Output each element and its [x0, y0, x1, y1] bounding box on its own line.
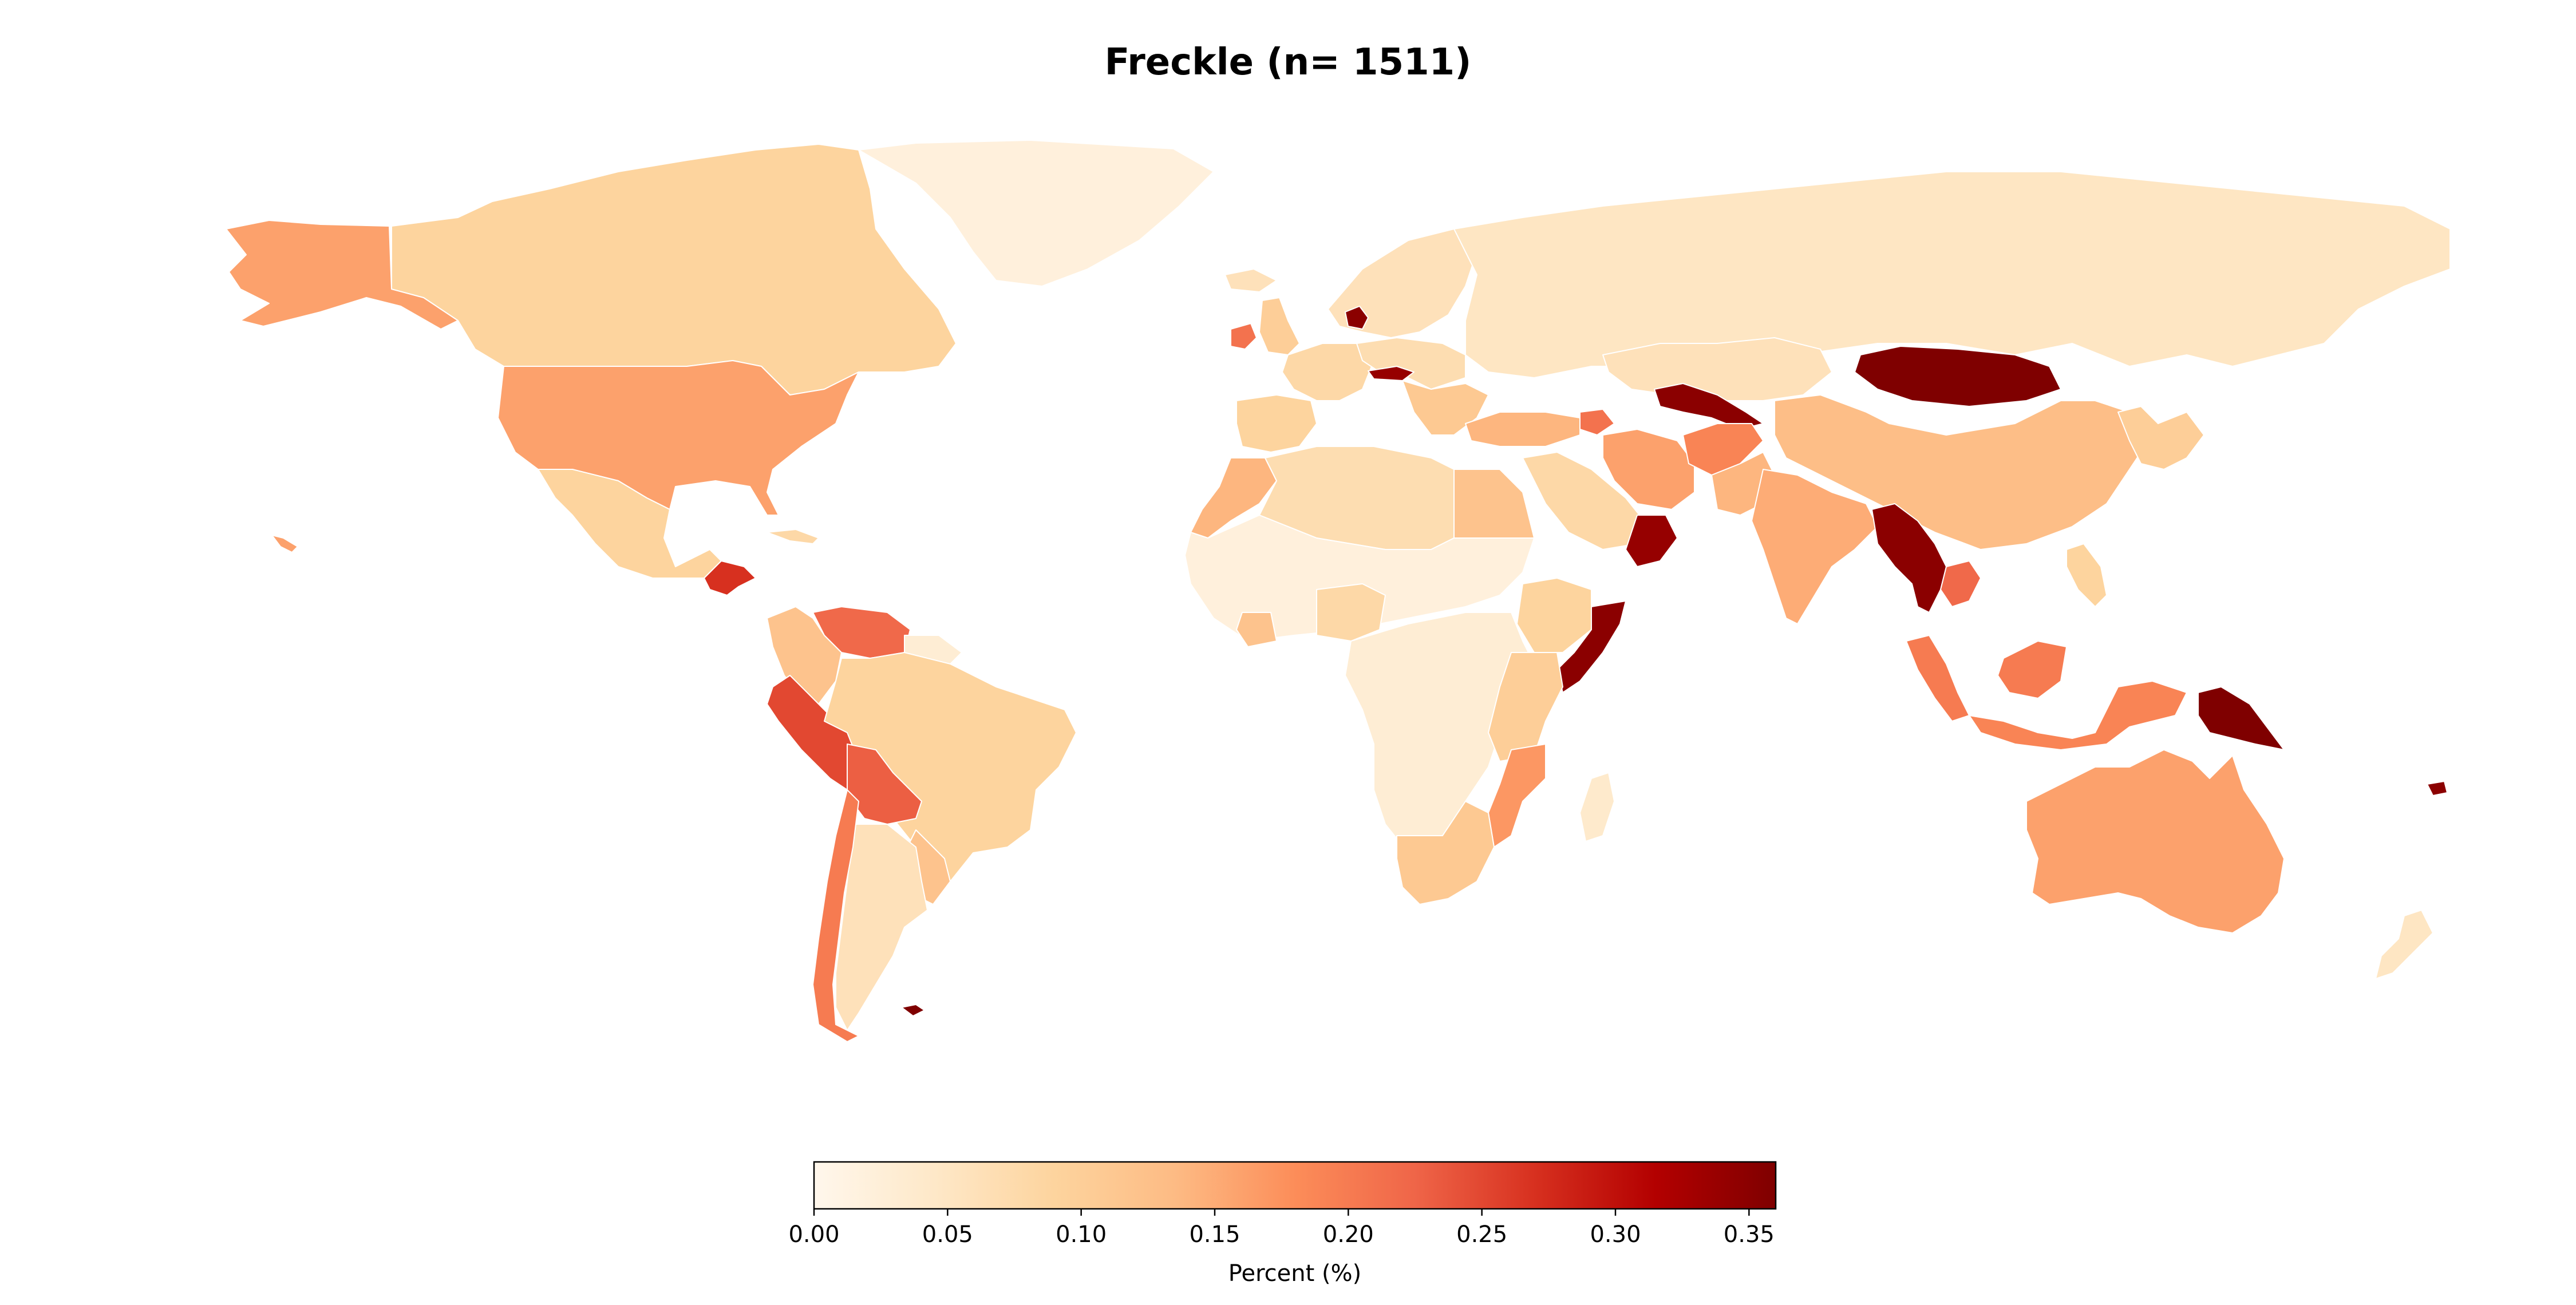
- region-greenland[interactable]: [858, 140, 1214, 287]
- region-egypt[interactable]: [1453, 469, 1535, 539]
- region-kazakhstan[interactable]: [1602, 337, 1832, 401]
- region-canada[interactable]: [391, 144, 957, 396]
- region-oman-yemen[interactable]: [1625, 515, 1678, 567]
- region-uk[interactable]: [1259, 297, 1300, 355]
- region-madagascar[interactable]: [1579, 772, 1615, 842]
- region-hawaii[interactable]: [271, 535, 298, 553]
- region-west-africa[interactable]: [1184, 515, 1535, 642]
- region-turkey[interactable]: [1465, 412, 1581, 447]
- region-papua-new-guinea[interactable]: [2198, 686, 2285, 750]
- region-nigeria[interactable]: [1316, 583, 1386, 642]
- region-china[interactable]: [1774, 394, 2153, 550]
- region-central-america[interactable]: [704, 560, 756, 596]
- region-ethiopia[interactable]: [1516, 578, 1592, 653]
- region-afghanistan[interactable]: [1682, 423, 1764, 476]
- region-malaysia[interactable]: [1906, 635, 1970, 722]
- region-iberia[interactable]: [1236, 394, 1317, 453]
- region-mozambique[interactable]: [1488, 744, 1546, 848]
- region-russia[interactable]: [1453, 171, 2451, 378]
- region-myanmar-thailand[interactable]: [1871, 503, 1947, 613]
- region-somalia[interactable]: [1556, 600, 1626, 693]
- region-western-europe[interactable]: [1282, 343, 1374, 401]
- map-title: Freckle (n= 1511): [1104, 41, 1472, 84]
- region-falklands[interactable]: [901, 1004, 925, 1017]
- region-denmark[interactable]: [1345, 306, 1369, 330]
- region-mongolia[interactable]: [1854, 346, 2061, 407]
- region-fiji[interactable]: [2427, 781, 2448, 796]
- region-cuba[interactable]: [767, 529, 819, 544]
- region-ivory-coast[interactable]: [1236, 612, 1277, 647]
- region-central-africa[interactable]: [1345, 612, 1535, 853]
- region-philippines[interactable]: [2066, 543, 2107, 607]
- region-iran[interactable]: [1602, 429, 1695, 510]
- region-indonesia[interactable]: [1969, 681, 2187, 750]
- region-vietnam[interactable]: [1940, 560, 1981, 607]
- region-ireland[interactable]: [1230, 323, 1257, 350]
- region-chile[interactable]: [812, 789, 859, 1042]
- region-borneo[interactable]: [1997, 640, 2067, 699]
- region-argentina[interactable]: [835, 824, 928, 1031]
- region-korea-japan[interactable]: [2117, 406, 2204, 470]
- region-caucasus[interactable]: [1579, 409, 1615, 436]
- region-iceland[interactable]: [1224, 268, 1277, 292]
- region-balkans[interactable]: [1402, 380, 1489, 436]
- region-southern-africa[interactable]: [1396, 801, 1495, 905]
- region-scandinavia[interactable]: [1327, 228, 1477, 338]
- region-alaska[interactable]: [226, 220, 459, 330]
- region-new-zealand[interactable]: [2375, 909, 2433, 979]
- region-india[interactable]: [1751, 469, 1878, 624]
- region-australia[interactable]: [2026, 749, 2285, 934]
- region-central-europe[interactable]: [1356, 337, 1466, 390]
- region-austria[interactable]: [1368, 366, 1415, 381]
